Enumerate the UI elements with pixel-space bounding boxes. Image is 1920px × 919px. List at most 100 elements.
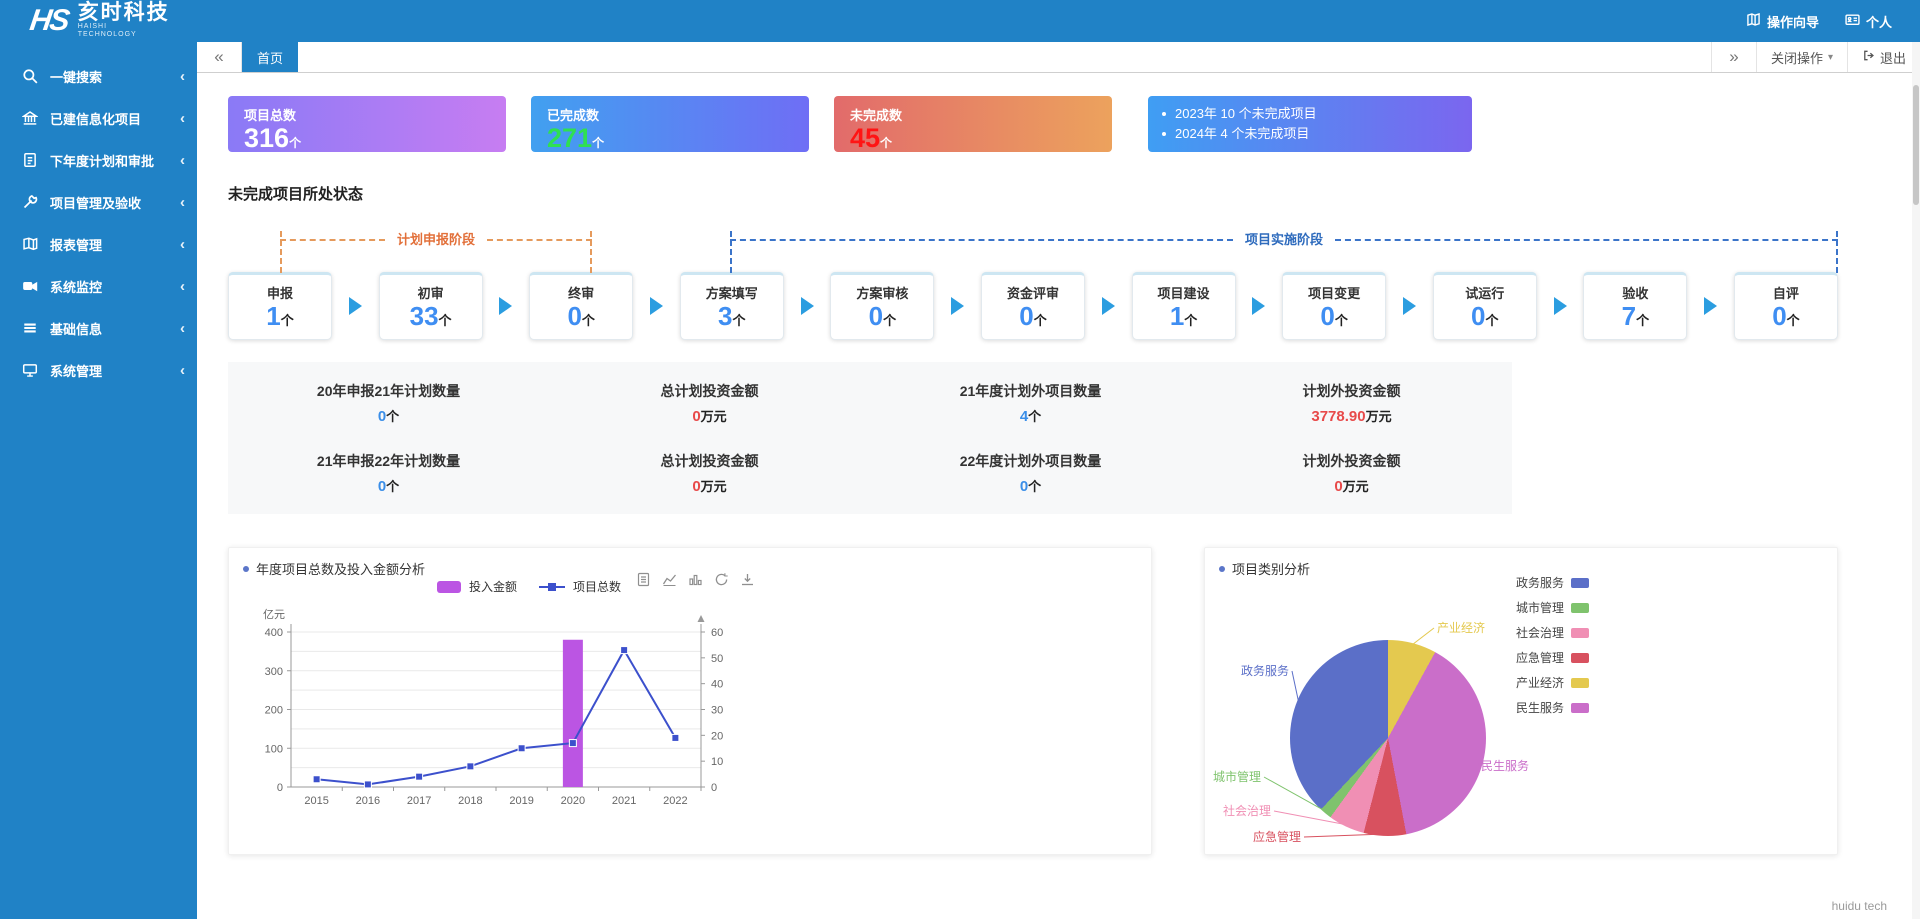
year-item: 2024年 4 个未完成项目 (1158, 124, 1462, 144)
stage-box-6[interactable]: 项目建设 1个 (1131, 272, 1236, 340)
summary-cell-r0c3: 计划外投资金额 3778.90万元 (1302, 383, 1401, 425)
status-flow-row: 申报 1个 初审 33个 终审 0个 方案填写 3个 方案审核 0个 资金评审 0个 项目建… (228, 272, 1838, 340)
stat-card-1: 已完成数 271个 (531, 96, 809, 152)
chevron-left-icon: ‹ (180, 109, 185, 127)
implement-stage-label: 项目实施阶段 (1245, 232, 1324, 247)
scrollbar (1912, 42, 1920, 919)
implement-stage-bracket: 项目实施阶段 (730, 230, 1839, 273)
summary-cell-r0c1: 总计划投资金额 0万元 (660, 383, 759, 425)
pie-legend-item[interactable]: 社会治理 (1516, 624, 1590, 641)
sidebar-item-next-year-plan[interactable]: 下年度计划和审批 ‹ (0, 139, 197, 181)
section-title: 未完成项目所处状态 (228, 186, 364, 203)
stage-box-3[interactable]: 方案填写 3个 (679, 272, 784, 340)
expand-tabs-button[interactable]: » (1710, 42, 1756, 72)
sidebar-item-report-mgmt[interactable]: 报表管理 ‹ (0, 223, 197, 265)
pie-legend-item[interactable]: 政务服务 (1516, 574, 1590, 591)
svg-text:产业经济: 产业经济 (1437, 620, 1485, 635)
summary-stats-panel: 20年申报21年计划数量 0个 总计划投资金额 0万元 21年度计划外项目数量 4个… (228, 362, 1512, 514)
sidebar-item-project-mgmt[interactable]: 项目管理及验收 ‹ (0, 181, 197, 223)
flow-arrow-icon (1101, 297, 1115, 315)
chevron-left-icon: ‹ (180, 319, 185, 337)
sidebar-item-system-monitor[interactable]: 系统监控 ‹ (0, 265, 197, 307)
caret-down-icon: ▾ (1827, 51, 1833, 63)
pie-legend: 政务服务城市管理社会治理应急管理产业经济民生服务 (1516, 574, 1590, 724)
chevron-left-icon: ‹ (180, 67, 185, 85)
tab-home[interactable]: 首页 (242, 42, 299, 72)
svg-text:应急管理: 应急管理 (1253, 829, 1301, 844)
id-card-icon (1845, 12, 1860, 30)
bullet-icon (1162, 132, 1166, 136)
svg-text:200: 200 (265, 705, 283, 717)
pie-chart-panel: 项目类别分析 产业经济 民生服务 应急管理 社会治理 城市管理 政务服务 政务服务 城市管理… (1204, 547, 1838, 855)
top-header: HS 亥时科技 HAISHI TECHNOLOGY 操作向导 个人 (0, 0, 1920, 42)
svg-text:20: 20 (711, 730, 723, 742)
svg-text:0: 0 (711, 782, 717, 794)
combo-chart[interactable]: 0 100 200 300 400 0 10 20 30 40 50 60 亿元 2015 2016 2017… (239, 606, 779, 836)
summary-cell-r1c0: 21年申报22年计划数量 0个 (316, 453, 461, 495)
file-icon (22, 152, 38, 168)
pie-legend-item[interactable]: 应急管理 (1516, 649, 1590, 666)
bar-legend-swatch (436, 580, 461, 593)
stage-box-9[interactable]: 验收 7个 (1583, 272, 1688, 340)
sidebar-item-system-mgmt[interactable]: 系统管理 ‹ (0, 349, 197, 391)
stage-box-8[interactable]: 试运行 0个 (1432, 272, 1537, 340)
stage-brackets: 计划申报阶段 项目实施阶段 (228, 218, 1920, 273)
pie-chart[interactable] (1290, 640, 1486, 836)
legend-swatch (1571, 627, 1590, 638)
line-chart-icon[interactable] (662, 572, 677, 592)
legend-swatch (1571, 602, 1590, 613)
brand-logo: HS 亥时科技 HAISHI TECHNOLOGY (28, 2, 170, 39)
stage-box-7[interactable]: 项目变更 0个 (1282, 272, 1387, 340)
topnav-profile[interactable]: 个人 (1845, 12, 1892, 31)
year-item: 2023年 10 个未完成项目 (1158, 104, 1462, 124)
legend-swatch (1571, 702, 1590, 713)
sidebar-item-basic-info[interactable]: 基础信息 ‹ (0, 307, 197, 349)
bar-chart-icon[interactable] (688, 572, 703, 592)
svg-text:2019: 2019 (509, 795, 533, 807)
stage-box-2[interactable]: 终审 0个 (529, 272, 634, 340)
legend-swatch (1571, 677, 1590, 688)
sidebar-item-built-projects[interactable]: 已建信息化项目 ‹ (0, 97, 197, 139)
collapse-tabs-button[interactable]: « (197, 42, 242, 72)
stage-box-4[interactable]: 方案审核 0个 (830, 272, 935, 340)
pie-legend-item[interactable]: 城市管理 (1516, 599, 1590, 616)
download-icon[interactable] (740, 572, 755, 592)
svg-text:60: 60 (711, 627, 723, 639)
bullet-icon (1162, 112, 1166, 116)
desktop-icon (22, 362, 38, 378)
data-view-icon[interactable] (636, 572, 651, 592)
svg-text:2018: 2018 (458, 795, 482, 807)
svg-text:0: 0 (277, 782, 283, 794)
unfinished-by-year-card: 2023年 10 个未完成项目 2024年 4 个未完成项目 (1148, 96, 1472, 152)
logout-button[interactable]: 退出 (1846, 42, 1920, 72)
plan-stage-bracket: 计划申报阶段 (280, 230, 593, 273)
svg-text:2016: 2016 (356, 795, 380, 807)
pie-legend-item[interactable]: 民生服务 (1516, 699, 1590, 716)
stage-box-5[interactable]: 资金评审 0个 (980, 272, 1085, 340)
close-operations-dropdown[interactable]: 关闭操作 ▾ (1755, 42, 1847, 72)
chevron-left-icon: ‹ (180, 151, 185, 169)
chart-toolbox (636, 572, 755, 592)
sidebar: 一键搜索 ‹ 已建信息化项目 ‹ 下年度计划和审批 ‹ 项目管理及验收 ‹ 报表… (0, 42, 197, 919)
stage-box-1[interactable]: 初审 33个 (378, 272, 483, 340)
stage-box-0[interactable]: 申报 1个 (228, 272, 332, 340)
svg-text:400: 400 (265, 627, 283, 639)
pie-legend-item[interactable]: 产业经济 (1516, 674, 1590, 691)
svg-text:2015: 2015 (304, 795, 328, 807)
svg-text:民生服务: 民生服务 (1481, 758, 1529, 773)
map-icon (1746, 12, 1761, 30)
plan-stage-label: 计划申报阶段 (397, 232, 476, 247)
combo-chart-legend[interactable]: 投入金额 项目总数 (289, 578, 769, 595)
scrollbar-thumb[interactable] (1913, 85, 1919, 205)
restore-icon[interactable] (714, 572, 729, 592)
sidebar-item-search[interactable]: 一键搜索 ‹ (0, 55, 197, 97)
svg-text:城市管理: 城市管理 (1213, 769, 1261, 784)
logout-icon (1862, 49, 1875, 65)
stage-box-10[interactable]: 自评 0个 (1733, 272, 1838, 340)
chevron-left-icon: ‹ (180, 193, 185, 211)
flow-arrow-icon (1553, 297, 1567, 315)
svg-text:2021: 2021 (612, 795, 636, 807)
charts-row: 年度项目总数及投入金额分析 投入金额 项目总数 0 100 200 300 400 0 10… (228, 547, 1920, 855)
topnav-guide[interactable]: 操作向导 (1746, 12, 1819, 31)
